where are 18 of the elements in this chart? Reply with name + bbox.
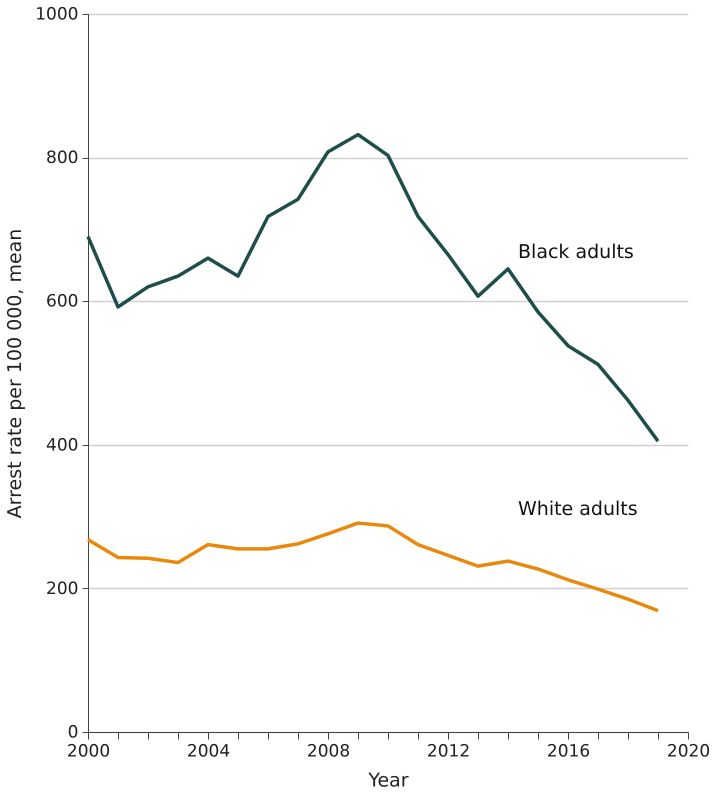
y-axis-title: Arrest rate per 100 000, mean	[4, 228, 26, 518]
line-series	[86, 132, 660, 443]
series-label: Black adults	[518, 240, 634, 263]
y-tick-label: 800	[46, 148, 78, 168]
x-tick-label: 2004	[186, 742, 230, 762]
x-tick-label: 2008	[306, 742, 350, 762]
text: White adults	[518, 498, 638, 520]
y-tick-label: 600	[46, 292, 78, 312]
x-tick-label: 2020	[666, 742, 710, 762]
x-tick-label: 2000	[66, 742, 110, 762]
y-tick-label: 0	[68, 722, 78, 742]
y-tick-label: 200	[46, 578, 78, 599]
x-axis-title: Year	[367, 770, 409, 792]
y-tick-label: 1000	[35, 4, 78, 24]
line-series	[86, 521, 660, 612]
x-tick-label: 2012	[426, 742, 470, 762]
y-tick-label: 400	[46, 435, 78, 456]
x-tick-label: 2016	[546, 742, 590, 762]
